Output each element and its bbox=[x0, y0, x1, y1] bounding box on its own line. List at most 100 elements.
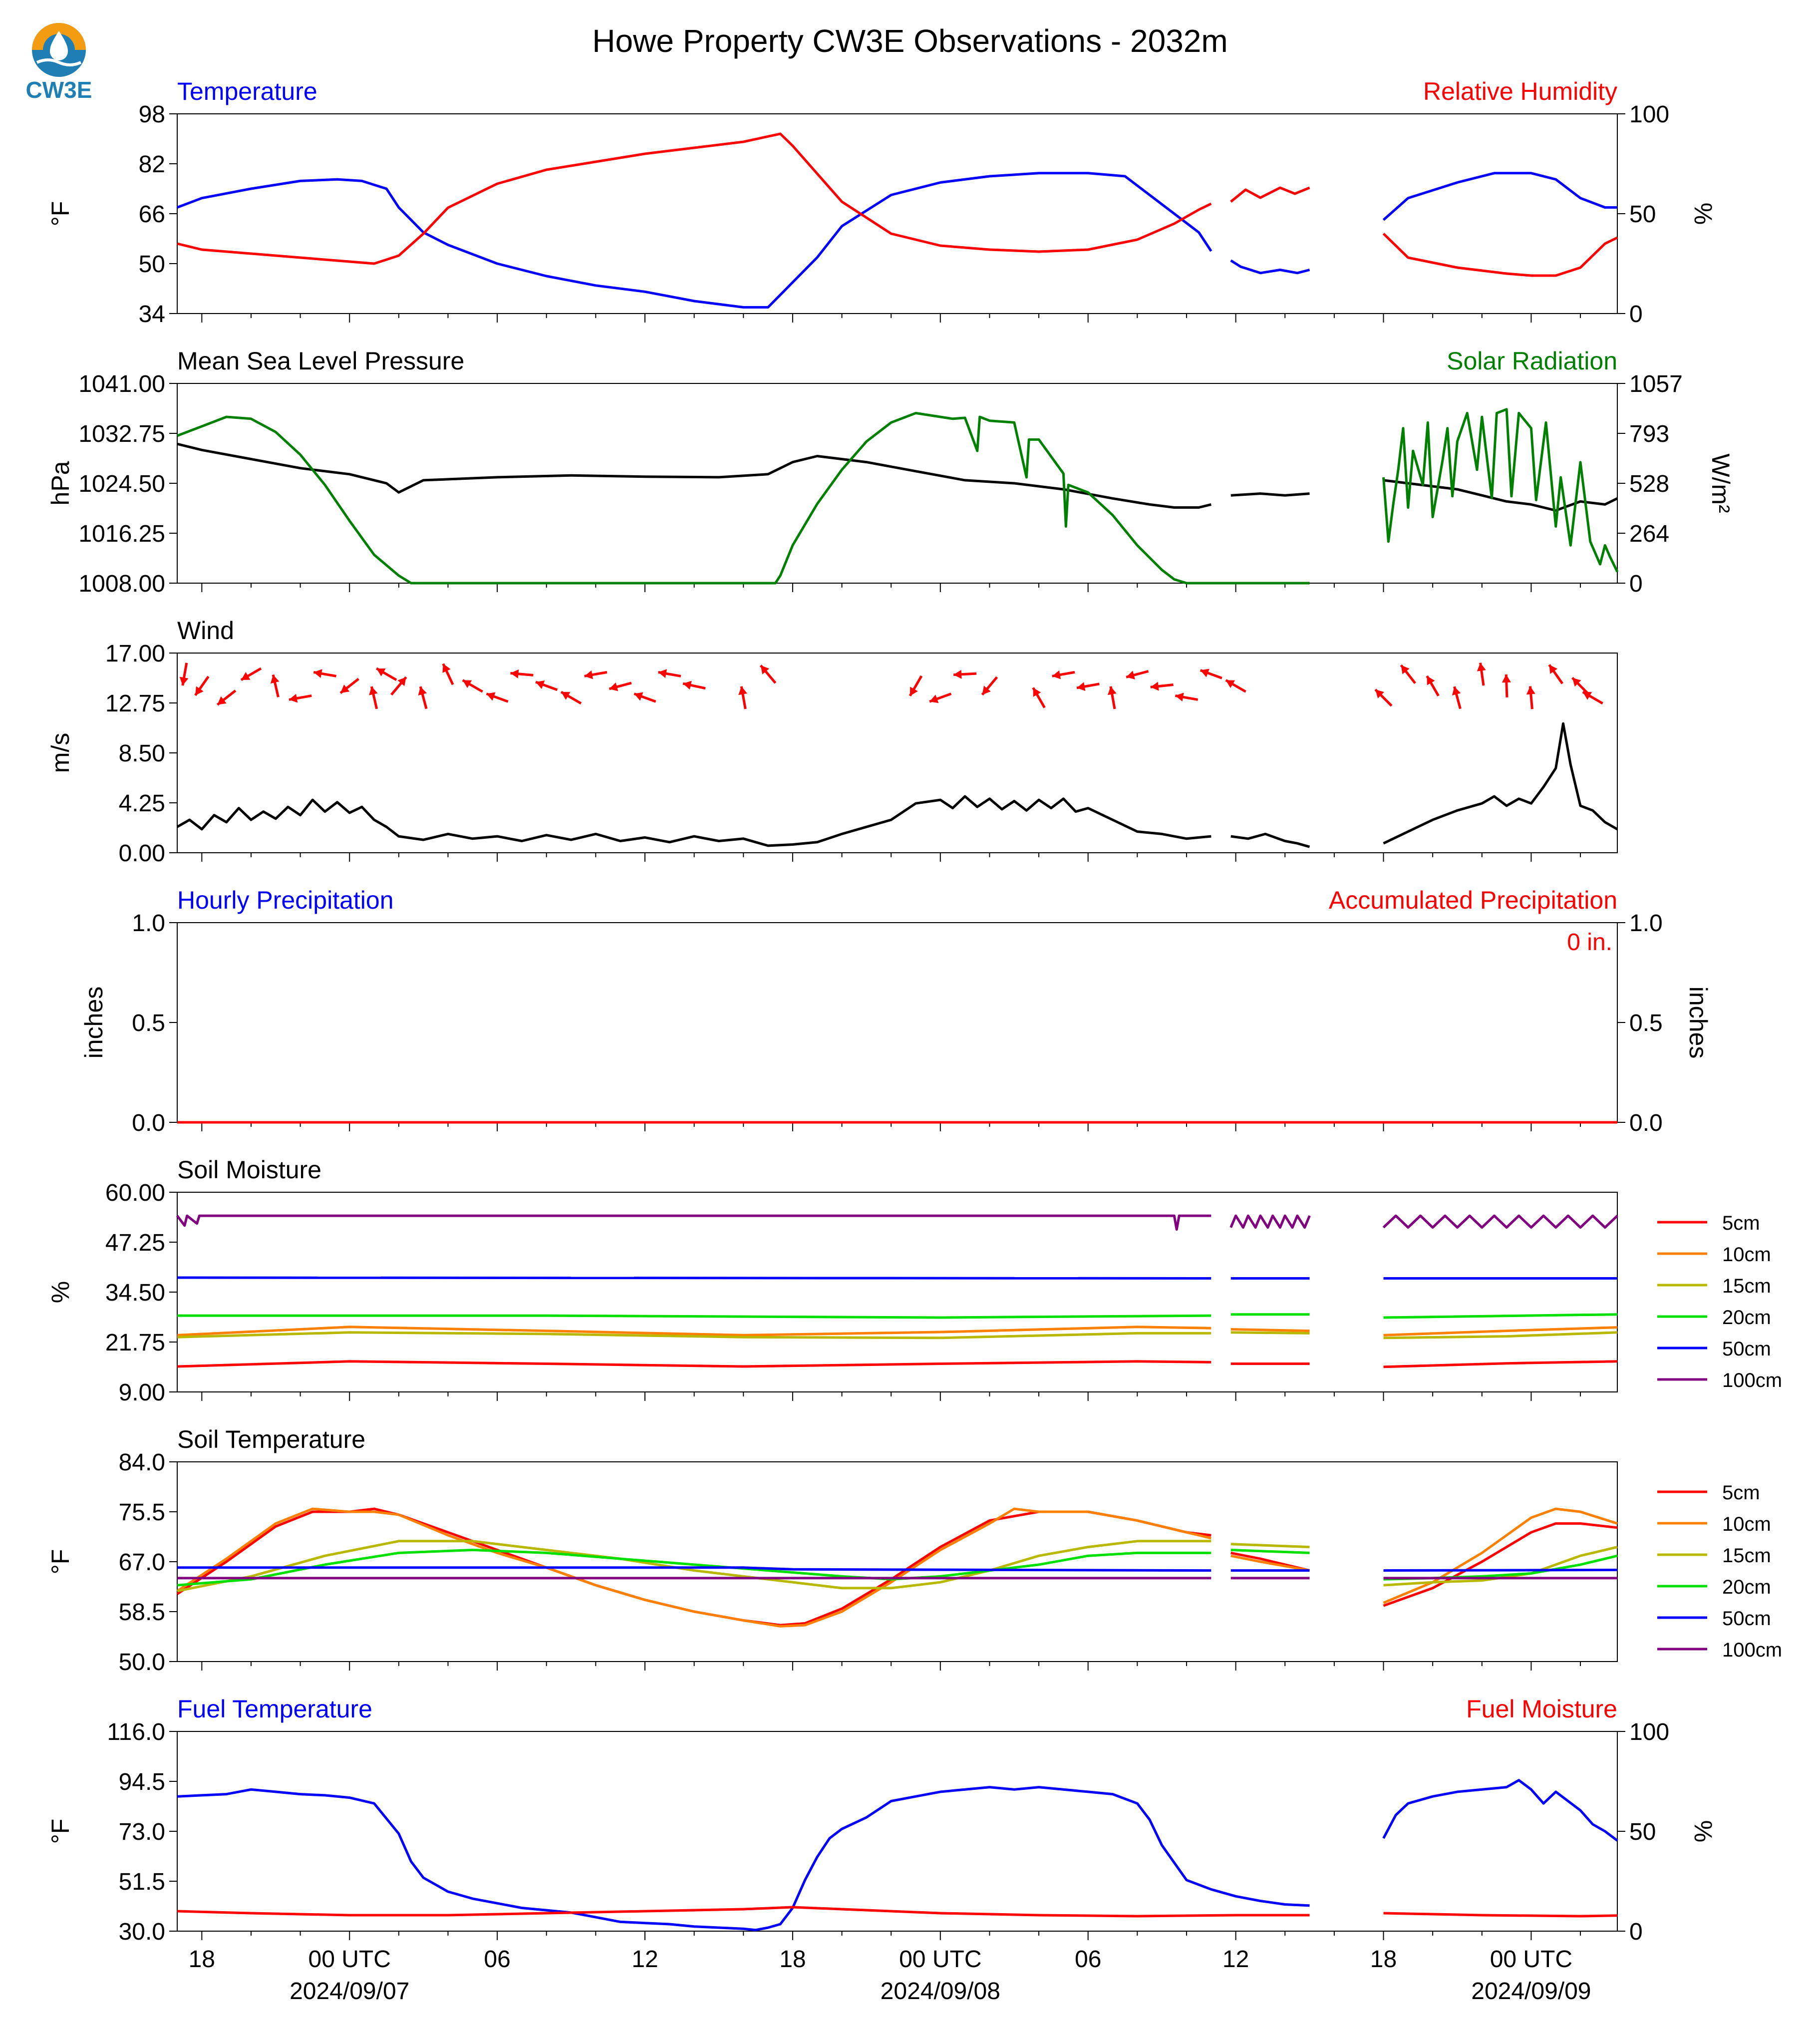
wind-arrow-head bbox=[760, 665, 769, 675]
wind-arrow-head bbox=[369, 686, 378, 695]
panel-title-right: Solar Radiation bbox=[1447, 347, 1617, 375]
x-tick-label: 06 bbox=[1075, 1946, 1101, 1973]
wind-arrow-head bbox=[1572, 677, 1581, 687]
y-tick-label-left: 94.5 bbox=[119, 1769, 165, 1795]
y-tick-label-left: 34 bbox=[139, 301, 165, 328]
legend-label: 5cm bbox=[1722, 1482, 1760, 1504]
wind-arrow-head bbox=[442, 664, 451, 673]
series-20cm-line bbox=[1383, 1554, 1618, 1581]
series-20cm-line bbox=[177, 1314, 1212, 1319]
series-20cm-line bbox=[177, 1549, 1212, 1587]
plot-frame bbox=[177, 922, 1618, 1123]
wind-arrow-head bbox=[561, 691, 571, 700]
panel-title-left: Wind bbox=[177, 617, 234, 645]
y-tick-label-left: 21.75 bbox=[105, 1330, 165, 1356]
panels-layer: 34 50 66 82 98 0 50 100 Temperature Relative Humi… bbox=[46, 77, 1782, 1945]
wind-arrow-head bbox=[1126, 671, 1135, 679]
x-date-label: 2024/09/07 bbox=[290, 1978, 409, 2005]
y-tick-label-right: 1.0 bbox=[1629, 910, 1663, 937]
series-20cm-line bbox=[1230, 1549, 1310, 1554]
cw3e-logo: CW3E bbox=[26, 23, 92, 103]
panel-temp_rh: 34 50 66 82 98 0 50 100 Temperature Relative Humi… bbox=[46, 77, 1717, 328]
y-tick-label-right: 100 bbox=[1629, 1719, 1669, 1745]
series-right-line bbox=[1230, 186, 1310, 203]
series-15cm-line bbox=[1383, 1331, 1618, 1340]
panel-title-left: Soil Temperature bbox=[177, 1425, 365, 1453]
wind-arrow-head bbox=[1107, 686, 1117, 695]
series-left-line bbox=[1382, 1779, 1618, 1842]
series-15cm-line bbox=[177, 1331, 1212, 1340]
y-tick-label-left: 8.50 bbox=[119, 740, 165, 767]
panel-precip: 0.0 0.5 1.0 0.0 0.5 1.0 Hourly Precipitation Ac… bbox=[80, 886, 1712, 1136]
panel-title-left: Hourly Precipitation bbox=[177, 886, 394, 914]
series-10cm-line bbox=[1230, 1328, 1310, 1333]
series-left-line bbox=[1230, 259, 1310, 275]
wind-arrow-head bbox=[929, 694, 939, 703]
series-100cm-line bbox=[1229, 1214, 1311, 1229]
panel-wind: 0.00 4.25 8.50 12.75 17.00 Wind m/s bbox=[46, 617, 1618, 867]
y-tick-label-left: 1024.50 bbox=[78, 471, 165, 497]
wind-arrow-head bbox=[683, 680, 692, 690]
wind-arrow-head bbox=[486, 692, 496, 701]
panel-title-right: Relative Humidity bbox=[1423, 77, 1617, 105]
series-left-line bbox=[1230, 492, 1310, 497]
y-tick-label-right: 0.5 bbox=[1629, 1010, 1663, 1036]
series-5cm-line bbox=[1383, 1522, 1618, 1607]
y-axis-label-right: inches bbox=[1684, 987, 1712, 1059]
wind-arrow-head bbox=[738, 686, 747, 695]
wind-arrow-head bbox=[910, 686, 918, 696]
panel-fuel: 30.0 51.5 73.0 94.5 116.0 0 50 100 Fuel Temperat… bbox=[46, 1695, 1717, 1945]
wind-arrow-head bbox=[313, 669, 322, 678]
wind-arrow-head bbox=[340, 684, 350, 693]
y-tick-label-left: 51.5 bbox=[119, 1869, 165, 1895]
y-tick-label-right: 0.0 bbox=[1629, 1110, 1663, 1136]
y-tick-label-right: 50 bbox=[1629, 201, 1656, 228]
panel-title-left: Temperature bbox=[177, 77, 317, 105]
series-left-line bbox=[1382, 172, 1617, 221]
wind-arrow-head bbox=[1477, 663, 1486, 672]
x-tick-label: 18 bbox=[779, 1946, 806, 1973]
legend-label: 15cm bbox=[1722, 1275, 1771, 1297]
y-axis-label-left: °F bbox=[46, 1819, 74, 1844]
series-speed-line bbox=[1230, 832, 1310, 848]
series-left-line bbox=[177, 172, 1213, 309]
panel-title-left: Mean Sea Level Pressure bbox=[177, 347, 464, 375]
series-left-line bbox=[1383, 479, 1618, 512]
series-50cm-line bbox=[177, 1276, 1212, 1280]
x-tick-label: 18 bbox=[189, 1946, 215, 1973]
wind-arrow-head bbox=[376, 668, 386, 677]
y-axis-label-left: °F bbox=[46, 201, 74, 227]
wind-arrow-head bbox=[982, 685, 991, 695]
series-15cm-line bbox=[177, 1540, 1212, 1593]
wind-arrow-head bbox=[195, 686, 204, 695]
y-tick-label-left: 50 bbox=[139, 251, 165, 278]
legend-label: 10cm bbox=[1722, 1244, 1771, 1266]
y-tick-label-left: 82 bbox=[139, 151, 165, 178]
panel-title-left: Fuel Temperature bbox=[177, 1695, 372, 1723]
y-tick-label-left: 4.25 bbox=[119, 790, 165, 817]
legend-label: 20cm bbox=[1722, 1307, 1771, 1329]
legend-label: 5cm bbox=[1722, 1212, 1760, 1234]
series-left-line bbox=[177, 442, 1212, 509]
plot-frame bbox=[177, 113, 1618, 314]
y-tick-label-left: 1.0 bbox=[132, 910, 165, 937]
wind-arrow-head bbox=[510, 669, 519, 678]
wind-arrow-head bbox=[1549, 665, 1558, 674]
wind-arrow-head bbox=[1401, 665, 1410, 675]
y-tick-label-right: 0 bbox=[1629, 301, 1643, 328]
y-tick-label-left: 1008.00 bbox=[78, 571, 165, 597]
logo-text: CW3E bbox=[26, 77, 92, 103]
series-speed-line bbox=[176, 795, 1212, 847]
wind-arrow-head bbox=[397, 677, 406, 686]
series-5cm-line bbox=[1383, 1360, 1618, 1368]
series-10cm-line bbox=[1383, 1326, 1618, 1337]
wind-arrow-head bbox=[1427, 676, 1435, 685]
y-tick-label-left: 17.00 bbox=[105, 641, 165, 667]
y-tick-label-left: 84.0 bbox=[119, 1449, 165, 1476]
plot-frame bbox=[177, 1461, 1618, 1662]
y-tick-label-left: 0.5 bbox=[132, 1010, 165, 1036]
y-axis-label-right: W/m² bbox=[1707, 453, 1735, 513]
y-tick-label-left: 0.00 bbox=[119, 840, 165, 867]
x-date-label: 2024/09/09 bbox=[1471, 1978, 1591, 2005]
x-tick-label: 00 UTC bbox=[899, 1946, 981, 1973]
